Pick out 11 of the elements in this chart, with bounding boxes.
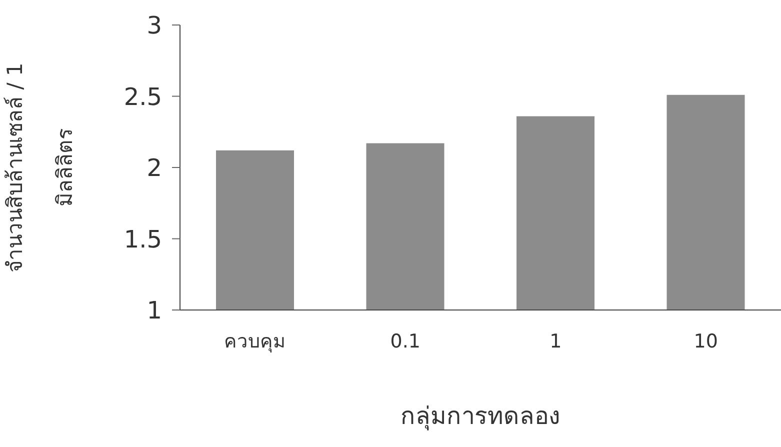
x-tick-label: 1	[550, 330, 562, 352]
y-tick-label: 2.5	[124, 82, 162, 111]
y-tick-label: 1	[146, 296, 162, 325]
text: จำนวนสิบล้านเซลล์ / 1 มิลลิลิตร	[3, 62, 77, 272]
y-tick-label: 3	[146, 12, 162, 40]
x-tick-label: ควบคุม	[224, 330, 286, 354]
x-axis-title: กลุ่มการทดลอง	[400, 402, 560, 431]
x-tick-label: 10	[694, 330, 718, 352]
y-tick-label: 1.5	[124, 225, 162, 254]
x-tick-label: 0.1	[390, 330, 420, 352]
y-tick-label: 2	[146, 154, 162, 182]
